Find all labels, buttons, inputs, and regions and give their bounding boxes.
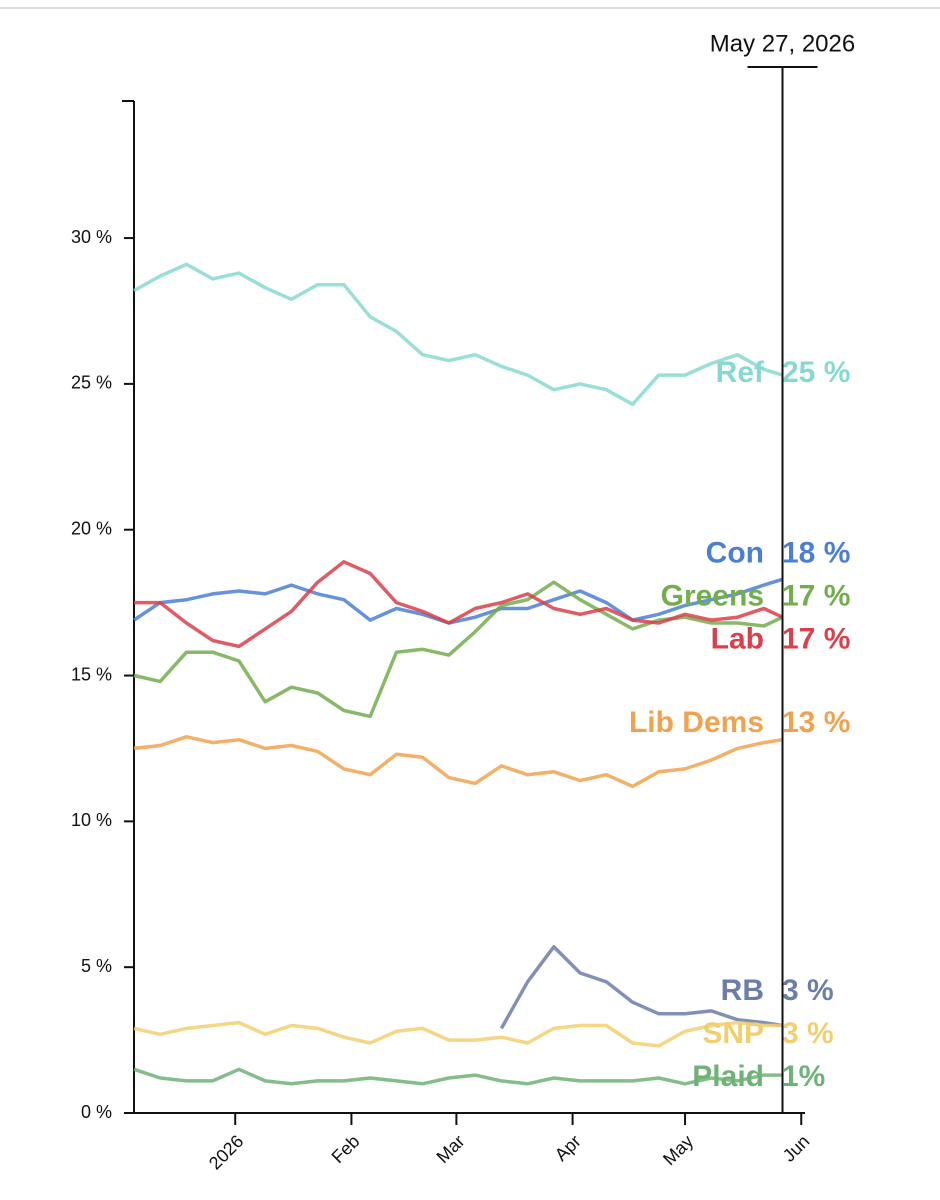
- series-name-label: Lab: [711, 622, 764, 655]
- x-tick-label: 2026: [205, 1131, 247, 1173]
- x-tick-label: Feb: [328, 1131, 364, 1167]
- series-name-label: Con: [706, 536, 764, 569]
- series-value-label: 18 %: [782, 536, 850, 569]
- y-tick-label: 30 %: [71, 227, 112, 247]
- series-line: [499, 945, 783, 1030]
- x-tick-label: Apr: [551, 1131, 585, 1165]
- series-name-label: Lib Dems: [629, 706, 764, 739]
- series-name-label: Plaid: [692, 1060, 764, 1093]
- marker-label: May 27, 2026: [710, 30, 855, 57]
- series-line: [133, 262, 784, 407]
- series-line: [133, 735, 783, 789]
- series-value-label: 25 %: [782, 356, 850, 389]
- y-tick-label: 10 %: [71, 810, 112, 830]
- y-tick-label: 15 %: [71, 664, 112, 684]
- y-tick-label: 5 %: [81, 956, 112, 976]
- series-line: [133, 580, 784, 719]
- series-name-label: Ref: [716, 356, 765, 389]
- series-name-label: Greens: [661, 579, 764, 612]
- x-tick-label: May: [659, 1131, 697, 1169]
- series-line: [134, 560, 784, 649]
- y-tick-label: 20 %: [71, 518, 112, 538]
- series-name-label: RB: [721, 974, 764, 1007]
- series-value-label: 17 %: [782, 579, 850, 612]
- series-line: [133, 1067, 783, 1086]
- series-value-label: 1%: [782, 1060, 825, 1093]
- y-tick-label: 25 %: [71, 373, 112, 393]
- series-value-label: 3 %: [782, 1017, 834, 1050]
- x-tick-label: Mar: [433, 1131, 469, 1167]
- y-tick-label: 0 %: [81, 1102, 112, 1122]
- series-value-label: 13 %: [782, 706, 850, 739]
- x-tick-label: Jun: [779, 1131, 814, 1166]
- series-line: [133, 1020, 783, 1048]
- series-value-label: 17 %: [782, 622, 850, 655]
- series-value-label: 3 %: [782, 974, 834, 1007]
- series-name-label: SNP: [702, 1017, 764, 1050]
- series-line: [133, 577, 784, 625]
